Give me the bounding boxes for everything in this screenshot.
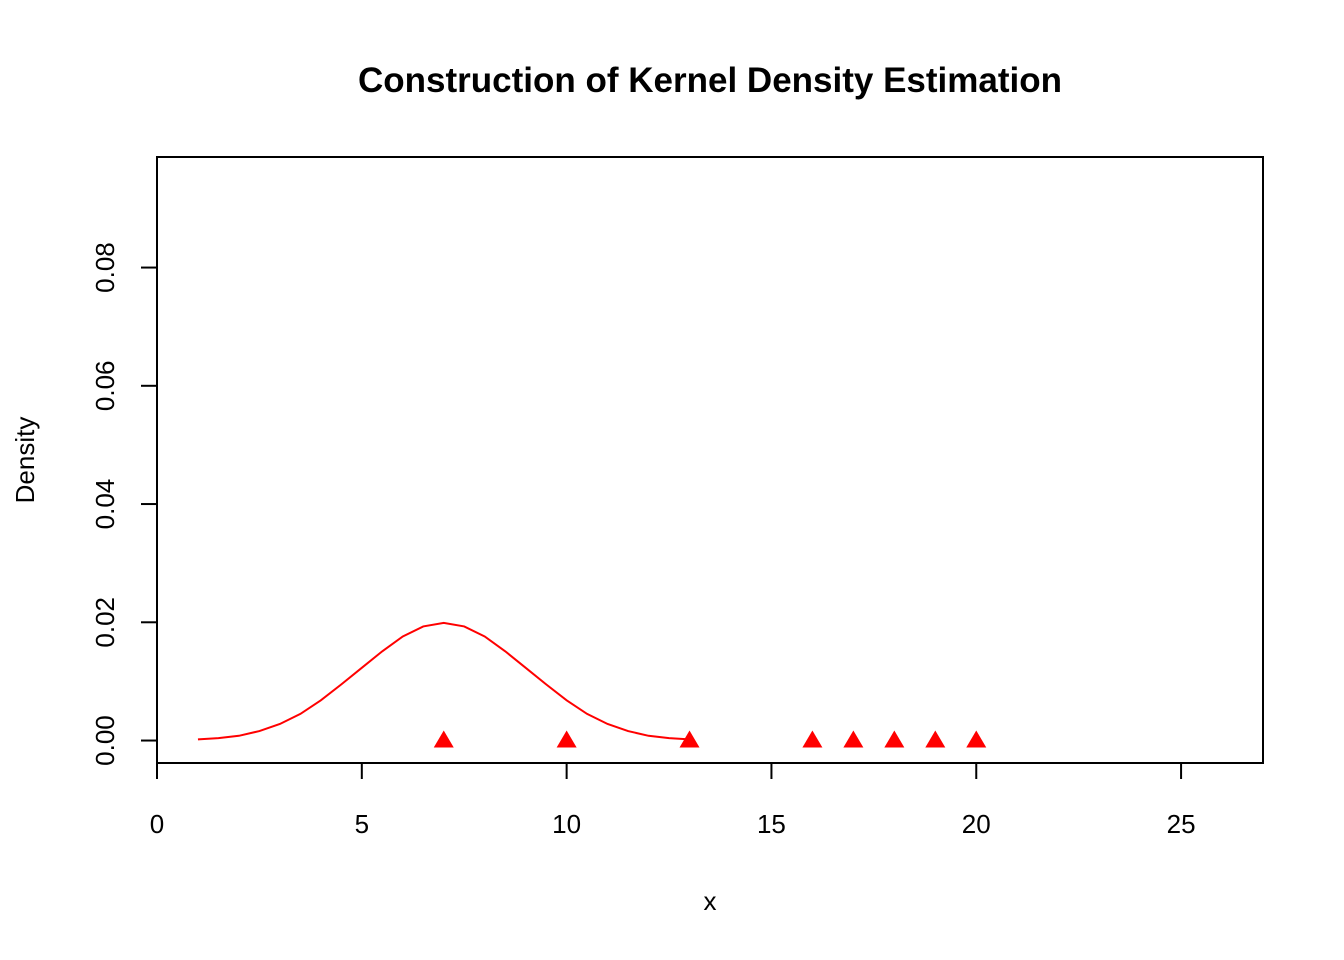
- y-tick-label: 0.04: [90, 479, 120, 530]
- series-layer: [197, 621, 987, 748]
- data-point-triangle: [843, 730, 864, 748]
- y-axis: 0.00 0.02 0.04 0.06 0.08: [90, 242, 158, 766]
- x-axis-label: x: [704, 886, 717, 916]
- y-tick-label: 0.02: [90, 597, 120, 648]
- data-point-triangle: [925, 730, 946, 748]
- x-tick-label: 10: [552, 809, 581, 839]
- plot-area-frame: [156, 156, 1264, 764]
- y-tick-label: 0.00: [90, 715, 120, 766]
- x-tick-label: 0: [150, 809, 164, 839]
- chart-title: Construction of Kernel Density Estimatio…: [358, 61, 1062, 100]
- y-tick-label: 0.06: [90, 360, 120, 411]
- x-tick-label: 15: [757, 809, 786, 839]
- data-point-triangle: [433, 730, 454, 748]
- x-tick-label: 5: [355, 809, 369, 839]
- data-point-triangle: [679, 730, 700, 748]
- x-axis: 0 5 10 15 20 25: [150, 762, 1196, 839]
- data-point-triangle: [966, 730, 987, 748]
- y-axis-label: Density: [10, 417, 40, 504]
- y-tick-label: 0.08: [90, 242, 120, 293]
- x-tick-label: 25: [1167, 809, 1196, 839]
- data-point-triangle: [884, 730, 905, 748]
- data-point-triangle: [556, 730, 577, 748]
- data-point-triangle: [802, 730, 823, 748]
- kernel-density-curve: [197, 621, 690, 741]
- x-tick-label: 20: [962, 809, 991, 839]
